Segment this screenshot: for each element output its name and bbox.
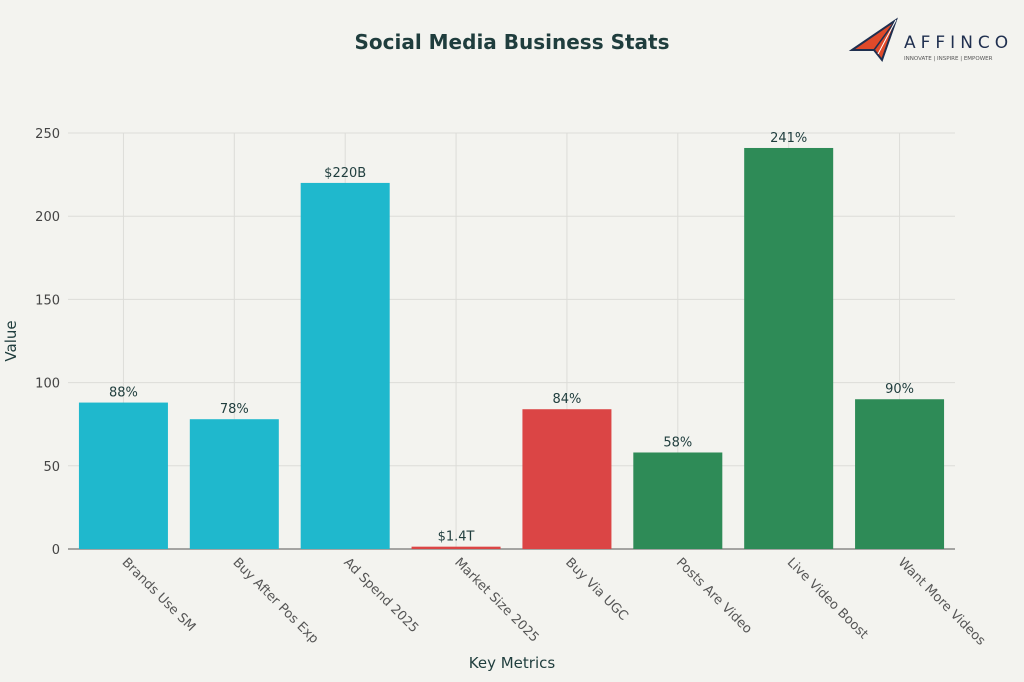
bar: [189, 419, 279, 549]
bar: [633, 452, 723, 549]
bar: [744, 147, 834, 549]
affinco-logo: AFFINCO INNOVATE | INSPIRE | EMPOWER: [848, 17, 1013, 63]
y-tick-label: 50: [43, 460, 60, 475]
data-label: 90%: [885, 382, 914, 397]
chart-title: Social Media Business Stats: [354, 30, 670, 54]
data-label: $1.4T: [438, 530, 475, 545]
data-label: $220B: [324, 166, 366, 181]
y-tick-label: 250: [35, 127, 60, 142]
x-tick-label: Buy After Pos Exp: [229, 555, 321, 647]
data-label: 58%: [663, 435, 692, 450]
data-label: 84%: [552, 392, 581, 407]
data-label: 241%: [770, 131, 807, 146]
logo-text: AFFINCO: [904, 33, 1013, 53]
x-tick-label: Posts Are Video: [673, 555, 755, 637]
data-label: 78%: [220, 402, 249, 417]
y-axis-label: Value: [2, 320, 20, 361]
x-tick-label: Ad Spend 2025: [340, 555, 421, 636]
x-tick-label: Brands Use SM: [119, 555, 199, 635]
bar: [855, 399, 945, 549]
y-tick-label: 150: [35, 293, 60, 308]
bar: [411, 546, 501, 549]
data-label: 88%: [109, 386, 138, 401]
logo-tagline: INNOVATE | INSPIRE | EMPOWER: [904, 56, 993, 62]
y-tick-label: 0: [52, 543, 60, 558]
y-tick-label: 200: [35, 210, 60, 225]
x-axis-label: Key Metrics: [469, 654, 556, 672]
bar: [78, 402, 168, 549]
x-tick-label: Buy Via UGC: [562, 555, 631, 624]
x-tick-label: Live Video Boost: [784, 555, 871, 642]
x-tick-label: Want More Videos: [895, 555, 989, 649]
x-tick-label: Market Size 2025: [451, 555, 541, 645]
bar: [522, 409, 612, 549]
y-tick-label: 100: [35, 377, 60, 392]
bar: [300, 182, 390, 550]
